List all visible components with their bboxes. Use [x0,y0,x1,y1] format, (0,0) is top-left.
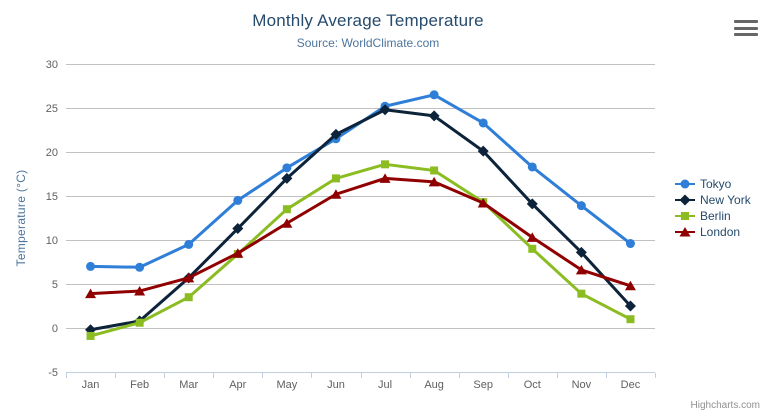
legend-marker-berlin[interactable] [681,212,689,220]
legend-label: Berlin [700,209,731,223]
x-axis-label: Dec [621,379,641,391]
y-axis-label: 0 [52,323,58,335]
data-point-new-york-dec[interactable] [624,300,636,312]
legend-label: London [700,225,741,239]
data-point-london-may[interactable] [281,218,293,228]
data-point-new-york-sep[interactable] [477,145,489,157]
data-point-new-york-nov[interactable] [575,246,587,258]
series-line-london[interactable] [89,176,632,296]
legend-item-berlin[interactable]: Berlin [675,208,751,224]
data-point-tokyo-aug[interactable] [429,90,439,100]
data-point-new-york-jul[interactable] [379,104,391,116]
credits-link[interactable]: Highcharts.com [690,400,760,411]
data-point-london-jun[interactable] [330,189,342,199]
data-point-new-york-oct[interactable] [526,198,538,210]
square-marker-icon [675,210,695,222]
legend-marker-new-york[interactable] [679,194,691,206]
data-point-london-apr[interactable] [232,248,244,258]
data-point-berlin-dec[interactable] [626,315,635,324]
legend-marker-tokyo[interactable] [680,179,690,189]
data-point-berlin-jun[interactable] [331,174,340,183]
data-point-tokyo-nov[interactable] [576,201,586,211]
series-line-new-york[interactable] [89,108,632,332]
x-axis-label: Jun [327,379,345,391]
x-axis-label: Oct [524,379,541,391]
data-point-berlin-nov[interactable] [577,289,586,298]
x-axis-label: Jul [378,379,392,391]
legend-label: New York [700,193,751,207]
y-axis-label: 10 [46,235,58,247]
legend-marker-london[interactable] [679,227,691,237]
data-point-berlin-oct[interactable] [528,244,537,253]
triangle-marker-icon [675,226,695,238]
data-point-berlin-mar[interactable] [184,293,193,302]
legend-item-tokyo[interactable]: Tokyo [675,176,751,192]
data-point-london-mar[interactable] [183,272,195,283]
legend-item-london[interactable]: London [675,224,751,240]
legend: Tokyo New York Berlin London [675,176,751,240]
data-point-new-york-apr[interactable] [232,223,244,235]
diamond-marker-icon [675,194,695,206]
x-axis-label: Sep [473,379,493,391]
y-axis-label: 25 [46,103,58,115]
data-point-berlin-feb[interactable] [135,318,144,327]
data-point-berlin-jan[interactable] [86,331,95,340]
data-point-tokyo-feb[interactable] [135,262,145,272]
data-point-london-feb[interactable] [134,286,146,296]
data-point-london-oct[interactable] [526,232,538,242]
y-axis-label: 15 [46,191,58,203]
chart-subtitle: Source: WorldClimate.com [296,36,440,50]
circle-marker-icon [675,178,695,190]
x-axis-label: Apr [229,379,246,391]
x-axis-label: Aug [424,379,444,391]
data-point-london-aug[interactable] [428,176,440,187]
data-point-new-york-jun[interactable] [330,128,342,140]
x-axis-label: Nov [572,379,592,391]
y-axis-label: -5 [48,367,58,379]
data-point-new-york-may[interactable] [281,172,293,184]
x-axis-label: Jan [82,379,100,391]
legend-item-new-york[interactable]: New York [675,192,751,208]
y-axis-label: 5 [52,279,58,291]
legend-label: Tokyo [700,177,732,191]
data-point-london-jul[interactable] [379,173,391,183]
y-axis-label: 30 [46,59,58,71]
y-axis-label: 20 [46,147,58,159]
data-point-tokyo-may[interactable] [282,163,292,173]
data-point-berlin-jul[interactable] [381,160,390,169]
series-line-berlin[interactable] [89,162,632,338]
x-axis-label: Mar [179,379,198,391]
data-point-london-dec[interactable] [624,280,636,291]
hamburger-menu-icon [734,33,758,36]
x-axis-label: May [276,379,297,391]
data-point-tokyo-sep[interactable] [478,118,488,128]
data-point-london-sep[interactable] [477,198,489,208]
data-point-tokyo-oct[interactable] [527,162,537,172]
data-point-berlin-aug[interactable] [430,166,439,175]
y-axis-title: Temperature (°C) [14,169,28,267]
context-menu-button[interactable] [734,20,758,36]
data-point-london-jan[interactable] [85,288,97,299]
hamburger-menu-icon [734,26,758,30]
data-point-berlin-may[interactable] [282,205,291,214]
data-point-tokyo-dec[interactable] [625,239,635,249]
data-point-new-york-aug[interactable] [428,110,440,122]
chart-title: Monthly Average Temperature [252,11,484,30]
x-axis-label: Feb [130,379,149,391]
data-point-tokyo-apr[interactable] [233,195,243,205]
data-point-tokyo-mar[interactable] [184,239,194,249]
hamburger-menu-icon [734,20,758,23]
data-point-london-nov[interactable] [575,264,587,275]
data-point-tokyo-jan[interactable] [86,261,96,271]
